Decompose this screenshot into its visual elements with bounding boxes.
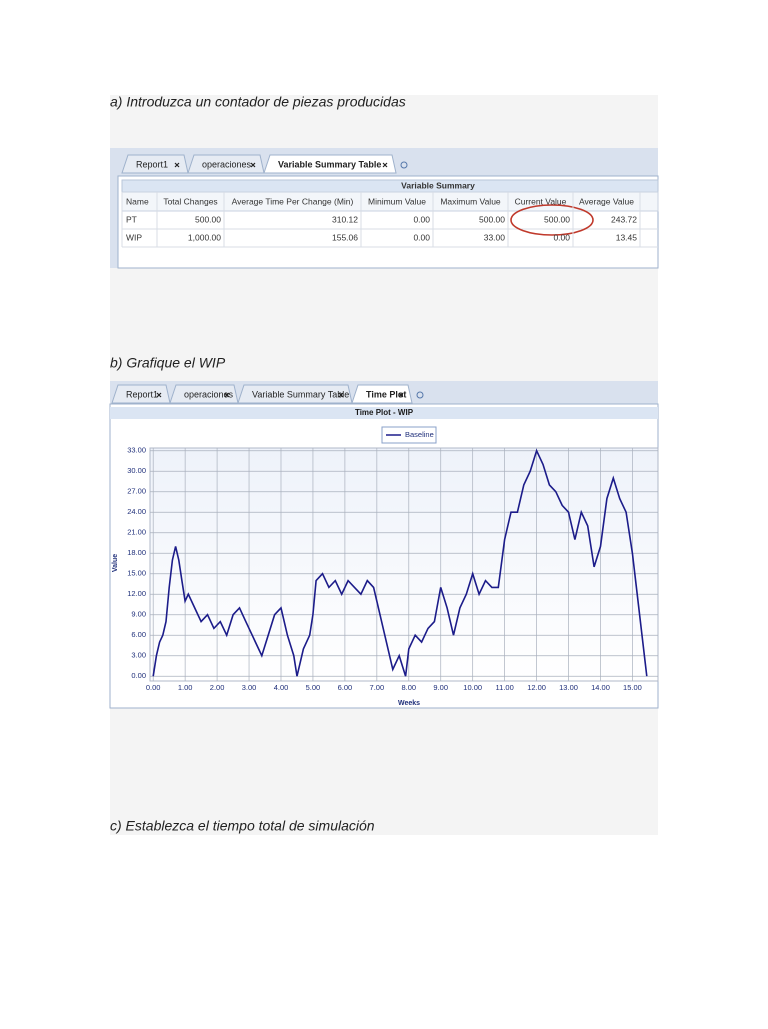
x-axis-label: Weeks [398,700,420,707]
close-icon [382,162,388,168]
x-tick-label: 8.00 [401,683,416,692]
column-header: Average Value [579,196,634,206]
tab [187,154,265,174]
paragraph: c) Establezca el tiempo total de simulac… [110,818,375,834]
plot-area [149,447,659,682]
column-header: Maximum Value [440,196,501,206]
y-tick-label: 9.00 [131,610,146,619]
table-cell: WIP [126,232,142,242]
close-icon [398,392,404,398]
legend-label: Baseline [405,430,434,439]
y-tick-label: 3.00 [131,651,146,660]
close-icon [174,162,180,168]
y-tick-label: 12.00 [127,589,146,598]
column-header: Total Changes [163,196,217,206]
x-tick-label: 9.00 [433,683,448,692]
screenshot-chart: Time Plot - WIP Value Weeks Report1 opera… [109,381,659,709]
tab-label: Variable Summary Table [278,159,381,169]
add-tab-icon [400,161,408,169]
x-tick-label: 7.00 [370,683,385,692]
table-cell: PT [126,214,137,224]
table-cell: 0.00 [413,214,430,224]
x-tick-label: 15.00 [623,683,642,692]
tab-label: Report1 [126,389,158,399]
y-tick-label: 18.00 [127,548,146,557]
close-icon [250,162,256,168]
x-tick-label: 1.00 [178,683,193,692]
close-icon [156,392,162,398]
table-cell: 243.72 [611,214,637,224]
y-tick-label: 21.00 [127,528,146,537]
x-tick-label: 12.00 [527,683,546,692]
y-axis-label: Value [112,554,119,572]
tab [263,154,397,174]
table-cell: 500.00 [195,214,221,224]
chart-title: Time Plot - WIP [355,408,414,417]
data-line [152,448,648,677]
column-header: Current Value [515,196,567,206]
legend [381,426,437,444]
y-tick-label: 24.00 [127,507,146,516]
tab [169,384,239,404]
highlight-circle [510,204,594,236]
x-tick-label: 14.00 [591,683,610,692]
table-cell: 310.12 [332,214,358,224]
screenshot-table: Report1 operaciones Variable Summary Table… [110,148,659,269]
y-tick-label: 33.00 [127,446,146,455]
x-tick-label: 0.00 [146,683,161,692]
table-cell: 0.00 [413,232,430,242]
x-tick-label: 4.00 [274,683,289,692]
x-tick-label: 10.00 [463,683,482,692]
y-tick-label: 15.00 [127,569,146,578]
add-tab-icon [416,391,424,399]
x-tick-label: 3.00 [242,683,257,692]
tab-label: operaciones [202,159,252,169]
table-cell: 33.00 [484,232,506,242]
tab [111,384,171,404]
x-tick-label: 2.00 [210,683,225,692]
tab-label: Report1 [136,159,168,169]
y-tick-label: 6.00 [131,630,146,639]
column-header: Name [126,196,149,206]
paragraph: a) Introduzca un contador de piezas prod… [110,94,406,110]
y-tick-label: 27.00 [127,487,146,496]
column-header: Average Time Per Change (Min) [232,196,354,206]
x-tick-label: 5.00 [306,683,321,692]
tab [121,154,189,174]
table-cell: 500.00 [544,214,570,224]
tab [351,384,413,404]
x-tick-label: 13.00 [559,683,578,692]
table-cell: 155.06 [332,232,358,242]
tab-label: Time Plot [366,389,406,399]
paragraph: b) Grafique el WIP [110,355,226,371]
table-cell: 13.45 [616,232,638,242]
y-tick-label: 30.00 [127,466,146,475]
y-tick-label: 0.00 [131,671,146,680]
x-tick-label: 6.00 [338,683,353,692]
column-header: Minimum Value [368,196,426,206]
close-icon [224,392,230,398]
table-title: Variable Summary [401,180,475,190]
tab-label: operaciones [184,389,234,399]
x-tick-label: 11.00 [496,683,514,692]
tab-label: Variable Summary Table [252,389,349,399]
table-cell: 1,000.00 [188,232,221,242]
close-icon [338,392,344,398]
table-cell: 500.00 [479,214,505,224]
tab [237,384,353,404]
table-cell: 0.00 [553,232,570,242]
